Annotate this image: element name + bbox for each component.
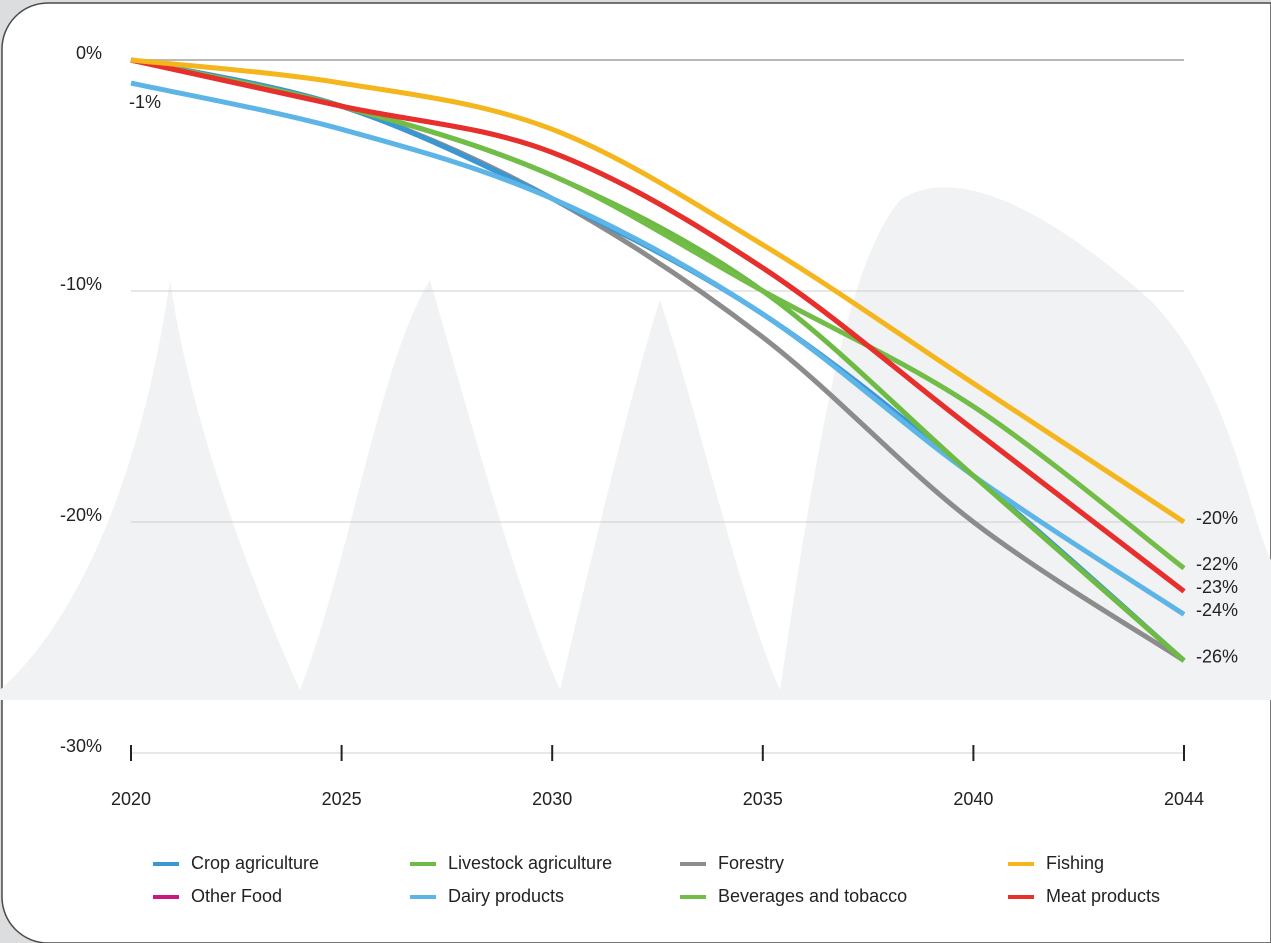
legend-label: Dairy products <box>448 886 564 906</box>
legend-label: Forestry <box>718 853 784 873</box>
value-label: -1% <box>129 92 161 112</box>
value-label: -22% <box>1196 554 1238 574</box>
legend-label: Crop agriculture <box>191 853 319 873</box>
value-label: -23% <box>1196 577 1238 597</box>
x-tick-label: 2030 <box>532 789 572 809</box>
value-label: -26% <box>1196 646 1238 666</box>
x-tick-label: 2025 <box>322 789 362 809</box>
y-tick-label: -30% <box>60 736 102 756</box>
y-tick-label: -10% <box>60 274 102 294</box>
y-tick-label: -20% <box>60 505 102 525</box>
x-tick-label: 2020 <box>111 789 151 809</box>
series-line <box>130 57 1186 594</box>
legend-label: Fishing <box>1046 853 1104 873</box>
legend-label: Livestock agriculture <box>448 853 612 873</box>
value-label: -24% <box>1196 600 1238 620</box>
value-label: -20% <box>1196 508 1238 528</box>
legend-label: Meat products <box>1046 886 1160 906</box>
x-tick-label: 2040 <box>953 789 993 809</box>
background-silhouette <box>0 187 1271 700</box>
series-line <box>130 80 1186 617</box>
y-tick-label: 0% <box>76 43 102 63</box>
x-tick-label: 2035 <box>743 789 783 809</box>
x-tick-label: 2044 <box>1164 789 1204 809</box>
legend-label: Beverages and tobacco <box>718 886 907 906</box>
series-line <box>130 57 1186 525</box>
legend-label: Other Food <box>191 886 282 906</box>
